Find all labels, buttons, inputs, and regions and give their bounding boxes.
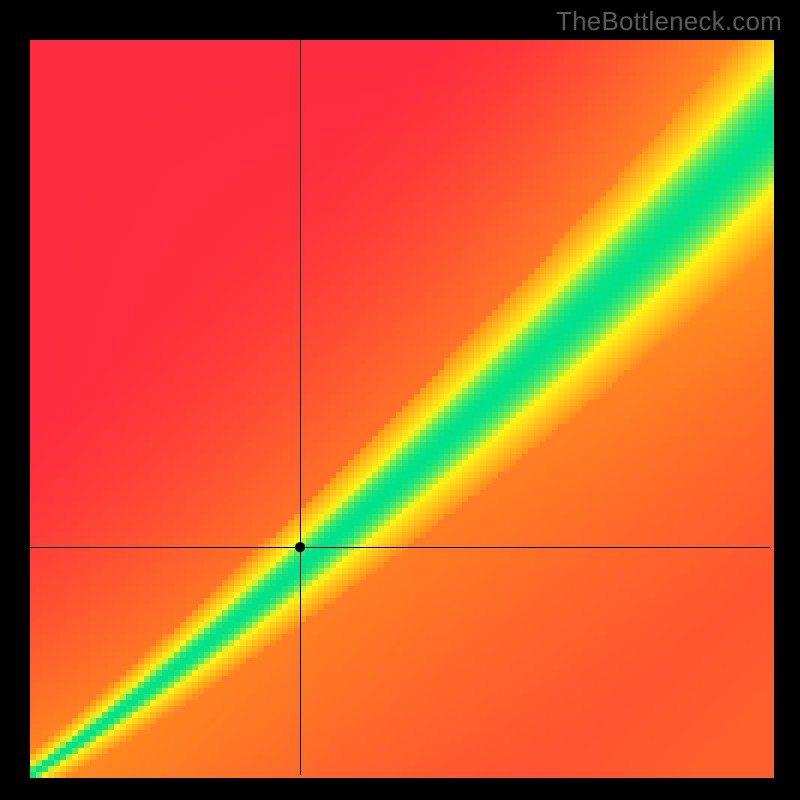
crosshair-marker — [0, 0, 800, 800]
watermark-text: TheBottleneck.com — [556, 6, 782, 37]
chart-container: { "watermark": { "text": "TheBottleneck.… — [0, 0, 800, 800]
